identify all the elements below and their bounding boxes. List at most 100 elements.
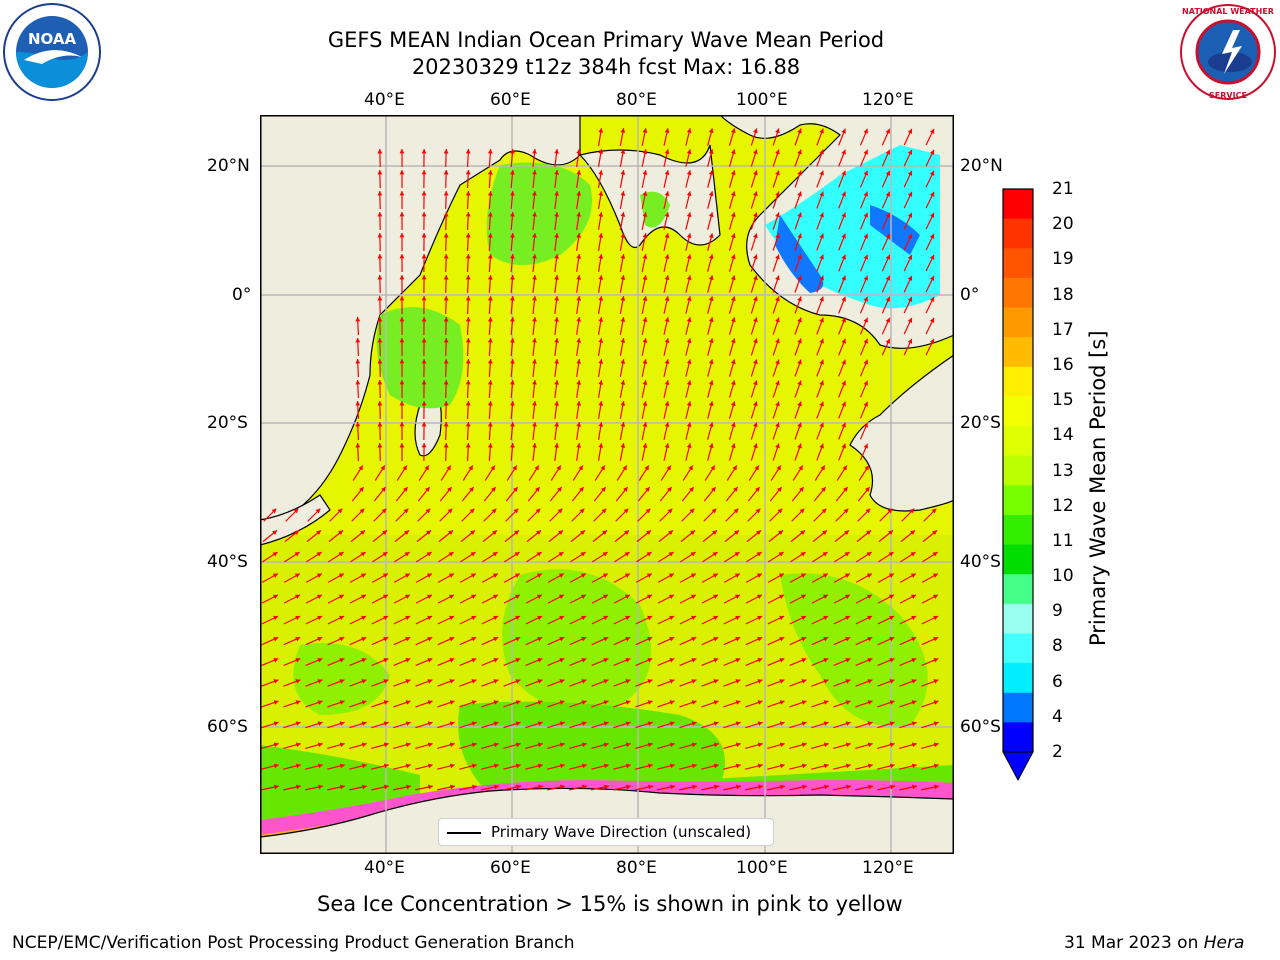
wave-arrow-head <box>801 615 807 621</box>
colorbar-band <box>1003 307 1033 338</box>
wave-arrow-head <box>668 552 674 557</box>
wave-arrow-head <box>645 486 650 492</box>
wave-arrow-head <box>421 296 427 301</box>
wave-arrow-head <box>425 486 430 492</box>
wave-arrow-head <box>753 128 758 134</box>
wave-arrow-head <box>753 275 758 281</box>
wave-arrow-head <box>757 679 763 684</box>
wave-arrow-head <box>293 508 299 514</box>
wave-arrow-head <box>465 191 471 196</box>
wave-arrow-head <box>493 742 499 748</box>
wave-arrow-head <box>554 338 559 343</box>
wave-arrow-head <box>295 658 301 663</box>
wave-arrow-head <box>691 636 697 642</box>
wave-arrow-head <box>863 296 868 302</box>
wave-arrow-head <box>449 594 454 600</box>
wave-arrow-head <box>603 615 609 621</box>
wave-arrow-head <box>797 170 802 176</box>
wave-arrow-head <box>735 742 741 748</box>
wave-arrow-head <box>735 636 741 642</box>
wave-arrow-head <box>797 149 802 155</box>
wave-arrow-head <box>669 763 675 769</box>
wave-arrow-head <box>487 401 493 406</box>
wave-arrow-head <box>471 594 476 600</box>
sea-ice-caption: Sea Ice Concentration > 15% is shown in … <box>317 892 903 916</box>
wave-arrow-head <box>377 233 383 238</box>
wave-arrow-head <box>686 380 692 386</box>
wave-arrow-head <box>753 422 758 428</box>
wave-arrow-head <box>399 338 405 343</box>
wave-arrow-head <box>907 128 913 134</box>
wave-arrow-head <box>863 317 868 323</box>
wave-arrow-head <box>779 700 785 705</box>
wave-arrow-head <box>730 359 736 365</box>
wave-arrow-head <box>819 233 824 239</box>
wave-arrow-head <box>797 422 802 428</box>
colorbar-tick-label: 18 <box>1052 284 1074 305</box>
wave-arrow-head <box>317 636 323 642</box>
wave-arrow-head <box>469 508 475 514</box>
wave-arrow-head <box>797 338 802 344</box>
wave-arrow-head <box>581 763 587 769</box>
wave-arrow-head <box>642 401 648 406</box>
wave-arrow-head <box>493 721 499 726</box>
wave-arrow-head <box>820 465 825 471</box>
wave-arrow-head <box>730 443 736 449</box>
wave-arrow-head <box>686 212 692 218</box>
wave-arrow-head <box>647 594 652 600</box>
colorbar-tick-label: 11 <box>1052 530 1074 551</box>
wave-arrow-head <box>929 296 935 302</box>
wave-arrow-head <box>510 275 515 280</box>
wave-arrow-head <box>664 233 670 239</box>
wave-arrow-head <box>515 763 521 769</box>
wave-arrow-head <box>399 275 405 280</box>
wave-arrow-head <box>443 212 449 217</box>
wave-arrow-head <box>708 275 714 281</box>
wave-arrow-head <box>576 422 582 427</box>
wave-arrow-head <box>339 679 345 684</box>
wave-arrow-head <box>933 679 939 684</box>
wave-arrow-head <box>911 742 917 748</box>
wave-arrow-head <box>622 465 627 471</box>
wave-arrow-head <box>624 552 630 557</box>
wave-arrow-head <box>512 465 517 471</box>
wave-arrow-head <box>885 254 891 260</box>
wave-arrow-head <box>273 615 279 621</box>
wave-arrow-head <box>465 296 471 301</box>
wave-arrow-head <box>845 658 851 663</box>
wave-arrow-head <box>867 615 873 621</box>
wave-arrow-head <box>581 615 587 621</box>
wave-arrow-head <box>708 443 714 449</box>
wave-arrow-head <box>576 170 582 175</box>
colorbar-band <box>1003 277 1033 309</box>
wave-arrow-head <box>686 443 692 449</box>
wave-arrow-head <box>867 658 873 663</box>
wave-arrow-head <box>510 191 515 196</box>
colorbar-extend-arrow <box>1002 751 1034 782</box>
wave-arrow-head <box>317 658 323 663</box>
wave-arrow-head <box>359 486 364 492</box>
wave-arrow-head <box>690 552 696 557</box>
wave-arrow-head <box>296 784 301 790</box>
wave-arrow-head <box>670 784 675 790</box>
wave-arrow-head <box>581 700 587 705</box>
wave-arrow-head <box>841 233 846 239</box>
wave-arrow-head <box>377 191 383 196</box>
wave-arrow-head <box>361 636 367 642</box>
wave-arrow-head <box>554 422 559 427</box>
wave-arrow-head <box>755 508 761 514</box>
wave-arrow-head <box>843 508 849 514</box>
colorbar-band <box>1003 544 1033 575</box>
wave-arrow-head <box>642 170 648 175</box>
wave-arrow-head <box>602 552 608 557</box>
wave-arrow-head <box>405 679 411 684</box>
wave-arrow-head <box>559 763 565 769</box>
wave-arrow-head <box>532 275 537 280</box>
wave-arrow-head <box>689 486 694 492</box>
wave-arrow-head <box>730 296 736 302</box>
wave-arrow-head <box>642 149 648 154</box>
colorbar-band <box>1003 722 1033 753</box>
wave-arrow-head <box>889 763 895 769</box>
colorbar-tick-label: 15 <box>1052 390 1074 411</box>
colorbar-band <box>1003 514 1033 546</box>
